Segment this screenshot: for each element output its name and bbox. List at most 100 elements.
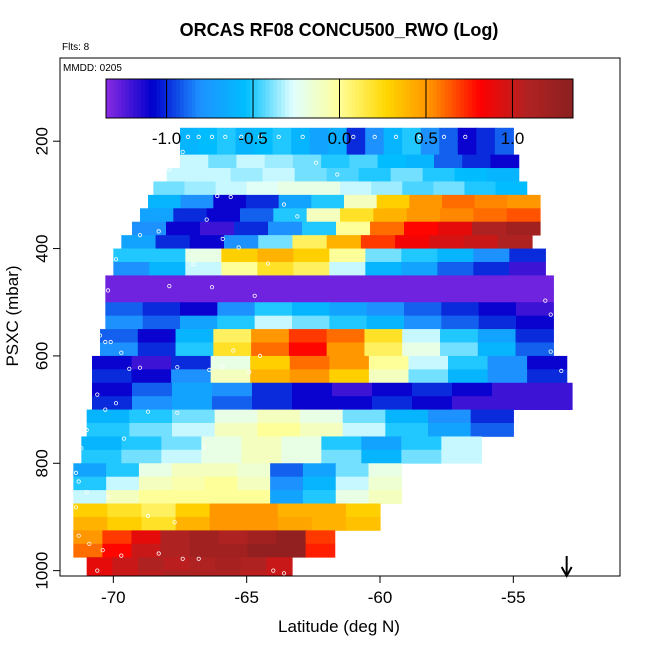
heat-cell xyxy=(441,302,480,317)
heat-cell xyxy=(206,208,241,223)
colorbar-segment xyxy=(448,79,453,118)
heat-cell xyxy=(404,275,442,290)
colorbar-segment xyxy=(483,79,488,118)
colorbar-segment xyxy=(565,79,570,118)
heat-cell xyxy=(385,423,429,437)
heat-cell xyxy=(276,543,307,558)
colorbar-segment xyxy=(312,79,317,118)
heat-cell xyxy=(246,194,280,209)
colorbar-segment xyxy=(362,79,368,118)
colorbar-segment xyxy=(475,79,481,118)
colorbar-segment xyxy=(199,79,204,118)
sample-point xyxy=(276,134,281,139)
heat-cell xyxy=(490,154,520,169)
heat-cell xyxy=(370,221,405,236)
heat-cell xyxy=(137,342,177,357)
heat-cell xyxy=(366,302,405,317)
heat-cell xyxy=(268,221,303,236)
sample-point xyxy=(76,479,81,484)
heat-cell xyxy=(234,221,269,236)
sample-point xyxy=(175,365,180,370)
heat-cell xyxy=(102,530,133,545)
heat-cell xyxy=(470,423,514,437)
colorbar-segment xyxy=(421,79,426,118)
heat-cell xyxy=(404,315,442,330)
sample-point xyxy=(167,167,172,172)
colorbar-segment xyxy=(214,79,220,118)
heat-cell xyxy=(326,342,366,357)
sample-point xyxy=(215,193,220,199)
colorbar-segment xyxy=(269,79,274,118)
colorbar-segment xyxy=(417,79,422,118)
heat-cell xyxy=(366,288,405,303)
heat-cell xyxy=(278,194,312,209)
colorbar-segment xyxy=(281,79,286,118)
heat-cell xyxy=(474,194,508,209)
heat-cell xyxy=(213,342,252,357)
heat-cell xyxy=(113,261,150,276)
heat-cell xyxy=(368,369,410,384)
colorbar-segment xyxy=(502,79,508,118)
heat-cell xyxy=(236,154,266,169)
colorbar-segment xyxy=(300,79,305,118)
heat-cell xyxy=(73,516,108,531)
date-note: MMDD: 0205 xyxy=(63,63,122,74)
heat-cell xyxy=(281,449,322,464)
heat-cell xyxy=(171,355,212,370)
heat-cell xyxy=(252,396,293,410)
colorbar-segment xyxy=(257,79,263,118)
colorbar-segment xyxy=(530,79,535,118)
heat-cell xyxy=(438,221,473,236)
heat-cell xyxy=(185,248,222,263)
heat-cell xyxy=(266,570,293,577)
heat-cell xyxy=(408,369,449,384)
heat-cell xyxy=(166,168,200,182)
heat-cell xyxy=(292,154,322,169)
colorbar-segment xyxy=(183,79,189,118)
sample-point xyxy=(113,257,119,262)
heat-cell xyxy=(516,275,554,290)
heat-cell xyxy=(401,449,442,464)
heat-cell xyxy=(106,476,140,491)
heat-cell xyxy=(292,302,330,317)
sample-point xyxy=(81,563,87,568)
heat-cell xyxy=(292,396,333,410)
heat-cell xyxy=(462,154,492,169)
heat-cell xyxy=(306,208,341,223)
heat-cell xyxy=(371,181,403,196)
sample-point xyxy=(148,188,153,193)
colorbar-segment xyxy=(545,79,551,118)
heat-cell xyxy=(408,355,449,370)
heat-cell xyxy=(292,235,328,249)
sample-point xyxy=(105,288,111,293)
colorbar-segment xyxy=(265,79,270,118)
heat-cell xyxy=(329,288,368,303)
sample-point xyxy=(137,365,143,370)
colorbar-segment xyxy=(296,79,302,118)
heat-cell xyxy=(390,168,424,182)
colorbar-segment xyxy=(405,79,411,118)
plot-frame xyxy=(59,57,621,577)
heat-cell xyxy=(486,168,520,182)
heat-cell xyxy=(516,302,554,317)
heat-cell xyxy=(138,476,173,491)
heat-cell xyxy=(452,382,493,397)
heat-cell xyxy=(131,355,172,370)
heat-cell xyxy=(148,194,182,209)
colorbar-segment xyxy=(327,79,333,118)
colorbar-segment xyxy=(495,79,500,118)
heat-cell xyxy=(326,235,362,249)
sample-point xyxy=(127,366,132,371)
sample-point xyxy=(257,134,263,139)
sample-point xyxy=(281,202,287,207)
heat-cell xyxy=(171,490,206,504)
heat-cell xyxy=(237,490,271,504)
heat-cell xyxy=(180,315,218,330)
heat-cell xyxy=(452,396,493,410)
heat-cell xyxy=(277,181,310,196)
heat-cell xyxy=(137,329,177,343)
x-tick-label: -65 xyxy=(234,588,259,607)
heat-cell xyxy=(291,127,311,156)
x-tick-label: -60 xyxy=(368,588,393,607)
colorbar-segment xyxy=(242,79,247,118)
